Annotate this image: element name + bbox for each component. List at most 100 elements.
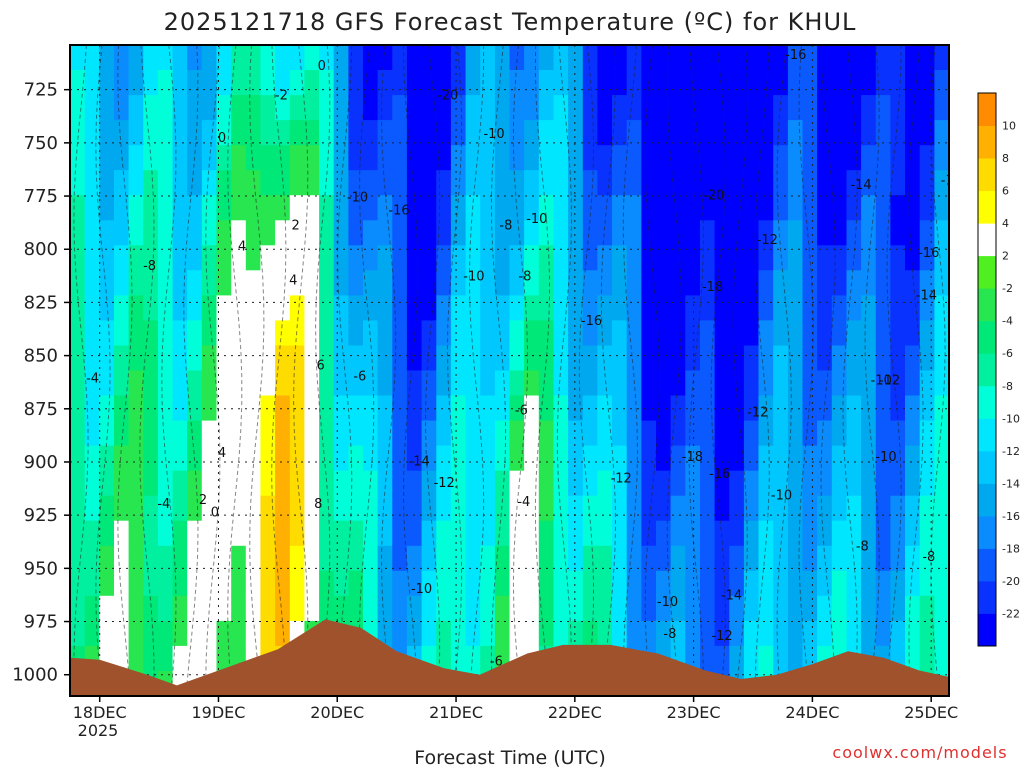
temperature-cell [172, 220, 188, 246]
temperature-cell [260, 520, 276, 547]
temperature-cell [758, 620, 774, 647]
temperature-cell [450, 145, 467, 171]
temperature-bands [70, 45, 949, 696]
contour-label: -16 [581, 314, 602, 329]
temperature-cell [846, 95, 862, 121]
temperature-cell [509, 295, 525, 321]
temperature-cell [568, 95, 584, 121]
temperature-cell [612, 345, 628, 372]
temperature-cell [612, 295, 628, 321]
temperature-cell [934, 645, 949, 672]
temperature-cell [875, 145, 892, 171]
temperature-cell [406, 95, 423, 121]
temperature-cell [480, 620, 496, 647]
temperature-cell [216, 170, 232, 196]
temperature-cell [275, 295, 291, 321]
temperature-cell [114, 120, 130, 146]
temperature-cell [319, 220, 335, 246]
temperature-cell [172, 245, 188, 271]
temperature-cell [275, 520, 291, 547]
y-tick-label: 725 [24, 80, 58, 101]
temperature-cell [494, 395, 511, 422]
contour-line [490, 45, 507, 684]
temperature-cell [480, 120, 496, 146]
temperature-cell [143, 195, 159, 221]
temperature-cell [128, 645, 144, 672]
temperature-cell [70, 70, 86, 96]
y-tick-label: 750 [24, 133, 58, 154]
temperature-cell [436, 320, 452, 346]
temperature-cell [729, 220, 745, 246]
contour-label: -8 [499, 218, 512, 233]
temperature-cell [494, 195, 511, 221]
temperature-cell [363, 120, 379, 146]
temperature-cell [231, 70, 247, 96]
temperature-cell [758, 545, 774, 572]
temperature-cell [99, 45, 115, 71]
temperature-cell [787, 45, 804, 71]
temperature-cell [304, 420, 320, 447]
temperature-cell [875, 120, 892, 146]
temperature-cell [831, 195, 848, 221]
temperature-cell [934, 620, 949, 647]
temperature-cell [670, 295, 686, 321]
temperature-cell [275, 145, 291, 171]
contour-label: -14 [850, 178, 871, 193]
temperature-cell [934, 570, 949, 597]
temperature-cell [553, 145, 569, 171]
temperature-cell [641, 220, 657, 246]
temperature-cell [187, 220, 203, 246]
temperature-cell [773, 620, 789, 647]
temperature-cell [846, 370, 862, 397]
temperature-cell [656, 170, 672, 196]
temperature-cell [831, 595, 848, 622]
temperature-cell [524, 70, 540, 96]
temperature-cell [700, 270, 716, 296]
temperature-cell [612, 45, 628, 71]
temperature-cell [172, 495, 188, 522]
temperature-cell [612, 495, 628, 522]
temperature-cell [114, 570, 130, 597]
temperature-cell [846, 220, 862, 246]
temperature-cell [538, 145, 555, 171]
temperature-cell [670, 395, 686, 422]
temperature-cell [289, 595, 306, 622]
temperature-cell [509, 545, 525, 572]
temperature-cell [304, 120, 320, 146]
x-axis-label: Forecast Time (UTC) [414, 747, 605, 768]
temperature-cell [714, 420, 730, 447]
temperature-cell [846, 320, 862, 346]
temperature-cell [304, 445, 320, 472]
temperature-cell [480, 570, 496, 597]
temperature-cell [700, 420, 716, 447]
temperature-cell [187, 95, 203, 121]
temperature-cell [729, 495, 745, 522]
temperature-cell [231, 345, 247, 372]
temperature-cell [377, 295, 393, 321]
credit-text: coolwx.com/models [832, 743, 1007, 762]
temperature-cell [187, 395, 203, 422]
temperature-cell [919, 95, 935, 121]
temperature-cell [582, 120, 599, 146]
temperature-cell [304, 245, 320, 271]
temperature-cell [787, 345, 804, 372]
temperature-cell [934, 170, 949, 196]
temperature-cell [260, 195, 276, 221]
temperature-cell [377, 545, 393, 572]
temperature-cell [890, 270, 906, 296]
temperature-cell [509, 345, 525, 372]
contour-line [446, 45, 463, 684]
temperature-cell [773, 270, 789, 296]
temperature-cell [392, 45, 408, 71]
temperature-cell [831, 120, 848, 146]
contour-line [578, 45, 595, 684]
temperature-cell [597, 70, 613, 96]
contour-line [710, 45, 726, 684]
temperature-cell [758, 270, 774, 296]
colorbar-swatch [978, 450, 996, 484]
temperature-cell [406, 295, 423, 321]
temperature-cell [919, 145, 935, 171]
temperature-cell [392, 445, 408, 472]
temperature-cell [817, 420, 833, 447]
temperature-cell [392, 595, 408, 622]
